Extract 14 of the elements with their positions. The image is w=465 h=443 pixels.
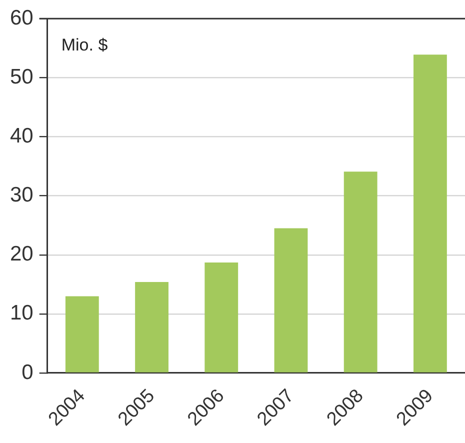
bar [274,228,308,372]
y-tick-label: 30 [10,184,34,207]
y-tick-label: 10 [10,302,34,325]
bar [344,172,378,372]
y-axis-title: Mio. $ [61,35,108,54]
bar [65,296,99,372]
bar [204,262,238,372]
y-tick-label: 40 [10,124,34,148]
y-tick-label: 0 [22,360,34,384]
bar [413,54,447,372]
y-tick-label: 20 [10,242,34,266]
y-tick-label: 60 [10,6,34,30]
bar [135,282,168,372]
y-tick-label: 50 [10,65,34,88]
